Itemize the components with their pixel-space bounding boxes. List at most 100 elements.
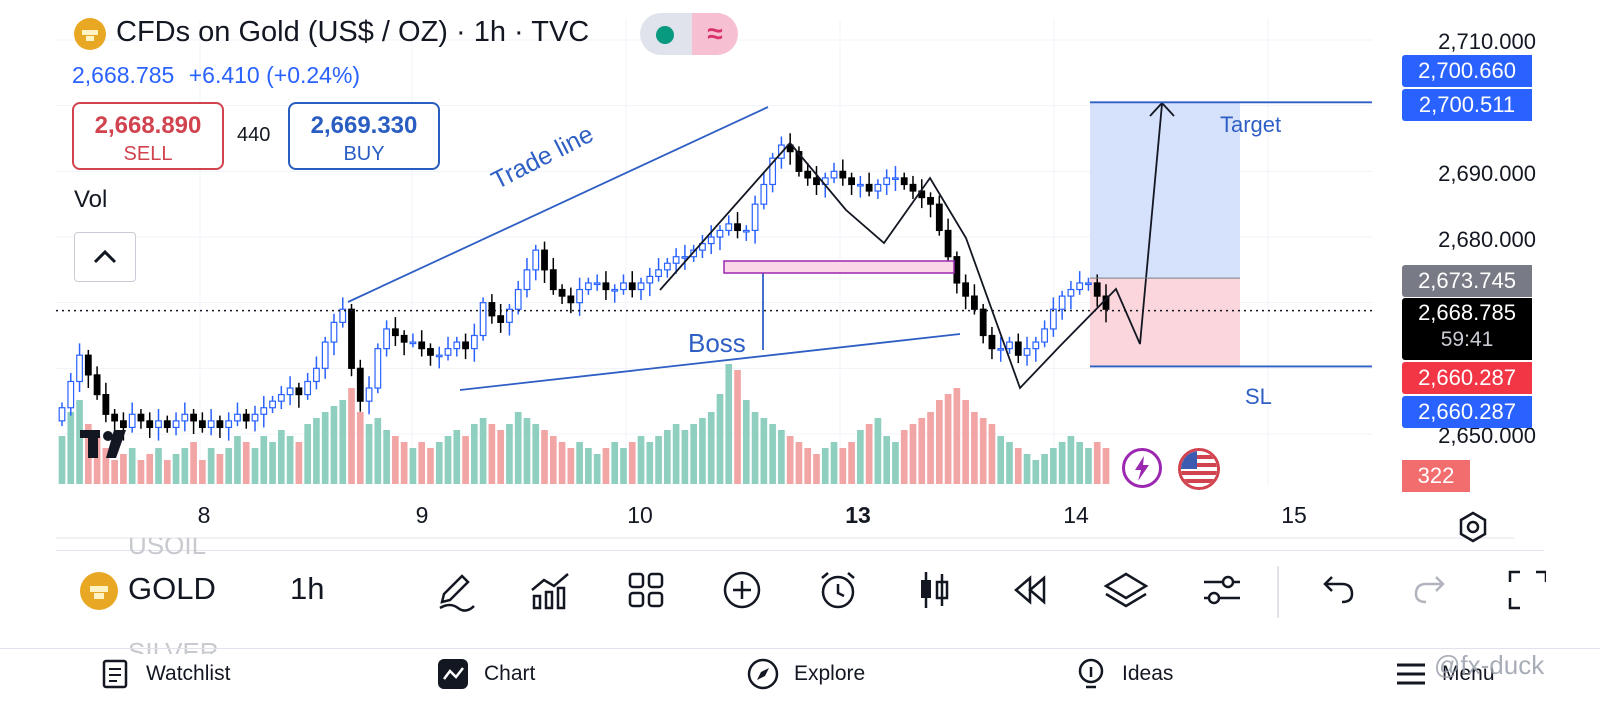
volume-bar xyxy=(628,442,636,484)
candle-body xyxy=(707,236,715,245)
candle-body xyxy=(549,269,557,291)
candle-body xyxy=(1093,282,1101,297)
target-zone[interactable] xyxy=(1090,102,1240,279)
volume-bar xyxy=(286,436,294,484)
date-label-8: 8 xyxy=(197,502,211,528)
candle-body xyxy=(1058,295,1066,310)
boss-label[interactable]: Boss xyxy=(688,328,746,358)
volume-bar xyxy=(1041,454,1048,484)
candle-body xyxy=(251,413,259,422)
target-line-tag[interactable]: 2,700.511 xyxy=(1402,89,1532,121)
candle-body xyxy=(830,170,838,179)
volume-bar xyxy=(506,424,513,484)
volume-bar xyxy=(137,460,145,484)
undo-icon[interactable] xyxy=(1312,566,1360,614)
sl-blue-tag[interactable]: 2,660.287 xyxy=(1402,396,1532,428)
volume-bar xyxy=(523,418,531,484)
candle-body xyxy=(444,348,452,356)
candle-body xyxy=(427,348,434,356)
volume-indicator-label[interactable]: Vol xyxy=(74,186,108,213)
candle-body xyxy=(514,288,522,310)
chart-title[interactable]: CFDs on Gold (US$ / OZ) · 1h · TVC xyxy=(116,16,590,48)
volume-bar xyxy=(409,448,417,484)
nav-explore[interactable]: Explore xyxy=(746,654,865,694)
volume-bar xyxy=(909,424,917,484)
volume-bar xyxy=(558,442,566,484)
volume-bar xyxy=(400,442,408,484)
last-price: 2,668.785 xyxy=(72,62,175,88)
candle-body xyxy=(734,223,741,232)
watchlist-icon xyxy=(102,659,128,689)
candle-body xyxy=(84,354,92,376)
volume-bar xyxy=(435,442,443,484)
volume-bar xyxy=(979,418,987,484)
volume-bar xyxy=(874,418,882,484)
candle-body xyxy=(321,341,329,369)
volume-bar xyxy=(321,412,329,484)
indicators-icon[interactable] xyxy=(526,566,574,614)
sl-label[interactable]: SL xyxy=(1245,384,1272,409)
volume-bar xyxy=(944,394,952,484)
candle-body xyxy=(400,334,408,343)
candle-body xyxy=(637,282,645,291)
buy-button[interactable]: 2,669.330 BUY xyxy=(288,102,440,170)
nav-menu[interactable]: Menu xyxy=(1394,654,1495,694)
hexagon-settings-icon[interactable] xyxy=(1456,510,1490,544)
volume-bar xyxy=(1023,454,1031,484)
settings-sliders-icon[interactable] xyxy=(1198,566,1246,614)
volume-bar xyxy=(1093,442,1101,484)
candle-body xyxy=(339,308,347,323)
timeframe-selector[interactable]: 1h xyxy=(290,571,325,606)
volume-bar xyxy=(742,400,750,484)
candle-body xyxy=(128,413,136,429)
volume-bar xyxy=(997,436,1005,484)
stop-zone[interactable] xyxy=(1090,278,1240,367)
candle-body xyxy=(663,262,671,271)
spread-value: 440 xyxy=(237,124,271,146)
prev-symbol[interactable]: USOIL xyxy=(128,538,207,558)
candle-body xyxy=(462,341,469,350)
sl-red-tag[interactable]: 2,660.287 xyxy=(1402,362,1532,394)
volume-bar xyxy=(707,412,715,484)
lightning-event-icon[interactable] xyxy=(1122,448,1162,488)
layers-icon[interactable] xyxy=(1102,566,1150,614)
candle-body xyxy=(883,177,891,186)
grid-layout-icon[interactable] xyxy=(622,566,670,614)
redo-icon[interactable] xyxy=(1408,566,1456,614)
nav-chart[interactable]: Chart xyxy=(436,654,535,694)
date-label-13: 13 xyxy=(845,502,871,528)
next-symbol[interactable]: SILVER xyxy=(128,637,219,654)
candle-type-icon[interactable] xyxy=(910,566,958,614)
replay-icon[interactable] xyxy=(1006,566,1054,614)
symbol-selector[interactable]: GOLD xyxy=(128,571,216,606)
target-label[interactable]: Target xyxy=(1220,112,1282,137)
volume-bar xyxy=(839,448,847,484)
wave-icon[interactable]: ≈ xyxy=(692,13,738,55)
candle-body xyxy=(558,288,566,297)
nav-watchlist[interactable]: Watchlist xyxy=(98,654,230,694)
alarm-icon[interactable] xyxy=(814,566,862,614)
tv-logo-icon xyxy=(80,430,126,458)
volume-bar xyxy=(664,430,671,484)
candle-body xyxy=(155,420,162,429)
nav-ideas[interactable]: Ideas xyxy=(1074,654,1173,694)
volume-bar xyxy=(1067,436,1075,484)
volume-bar xyxy=(514,412,522,484)
pencil-draw-icon[interactable] xyxy=(430,566,478,614)
add-icon[interactable] xyxy=(718,566,766,614)
volume-bar xyxy=(111,460,118,484)
target-top-tag[interactable]: 2,700.660 xyxy=(1402,55,1532,87)
current-price-tag[interactable]: 2,668.785 59:41 xyxy=(1402,298,1532,360)
candle-body xyxy=(1076,282,1084,291)
candle-body xyxy=(470,334,478,350)
volume-bar xyxy=(497,430,504,484)
fullscreen-icon[interactable] xyxy=(1504,566,1546,614)
entry-tag[interactable]: 2,673.745 xyxy=(1402,265,1532,297)
collapse-button[interactable] xyxy=(74,232,136,282)
gold-symbol-icon xyxy=(80,572,118,610)
us-flag-event-icon[interactable] xyxy=(1178,448,1220,490)
volume-bar xyxy=(620,448,627,484)
volume-bar xyxy=(172,454,180,484)
sell-button[interactable]: 2,668.890 SELL xyxy=(72,102,224,170)
